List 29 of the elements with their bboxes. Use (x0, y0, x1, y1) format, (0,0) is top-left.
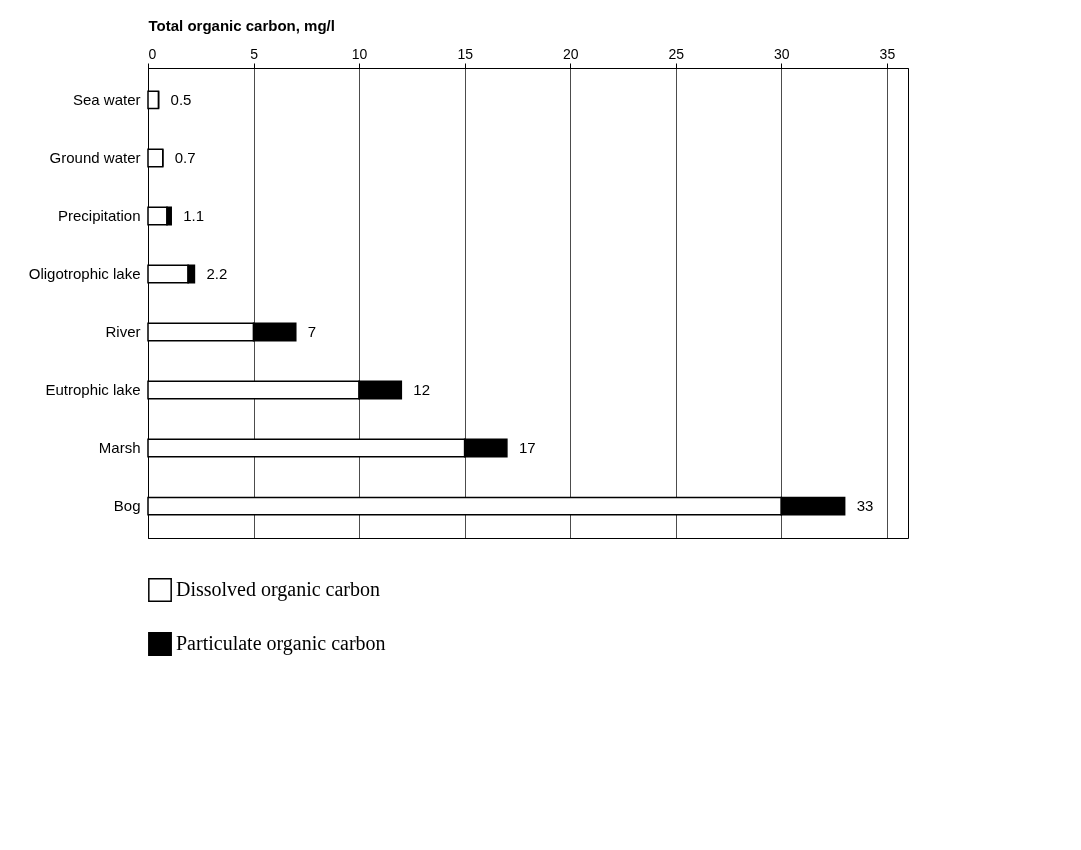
total-label: 33 (856, 497, 874, 515)
x-tick-label: 30 (774, 45, 790, 62)
total-label: 17 (518, 439, 536, 457)
legend-label: Particulate organic carbon (176, 632, 386, 655)
x-tick-label: 5 (250, 45, 259, 62)
x-tick-label: 10 (351, 45, 368, 62)
y-tick-label: Marsh (98, 439, 141, 457)
bar (147, 148, 164, 168)
x-tick-label: 35 (879, 45, 896, 62)
y-tick-label: River (105, 323, 141, 341)
y-tick-label: Precipitation (57, 206, 141, 224)
x-tick-label: 15 (457, 45, 474, 62)
x-tick-label: 20 (562, 45, 579, 62)
total-label: 2.2 (206, 264, 228, 282)
y-tick-label: Oligotrophic lake (28, 264, 141, 282)
bar (147, 90, 160, 110)
total-label: 1.1 (183, 206, 205, 224)
y-tick-label: Ground water (49, 148, 141, 166)
y-tick-label: Eutrophic lake (45, 381, 141, 399)
y-tick-label: Sea water (72, 90, 141, 108)
total-label: 7 (307, 323, 317, 341)
total-label: 12 (413, 381, 431, 399)
x-tick-label: 0 (148, 45, 157, 62)
total-label: 0.5 (170, 90, 192, 108)
total-label: 0.7 (174, 148, 196, 166)
x-axis-title: Total organic carbon, mg/l (148, 16, 335, 34)
legend-label: Dissolved organic carbon (176, 578, 381, 601)
y-tick-label: Bog (113, 497, 141, 515)
x-tick-label: 25 (668, 45, 685, 62)
